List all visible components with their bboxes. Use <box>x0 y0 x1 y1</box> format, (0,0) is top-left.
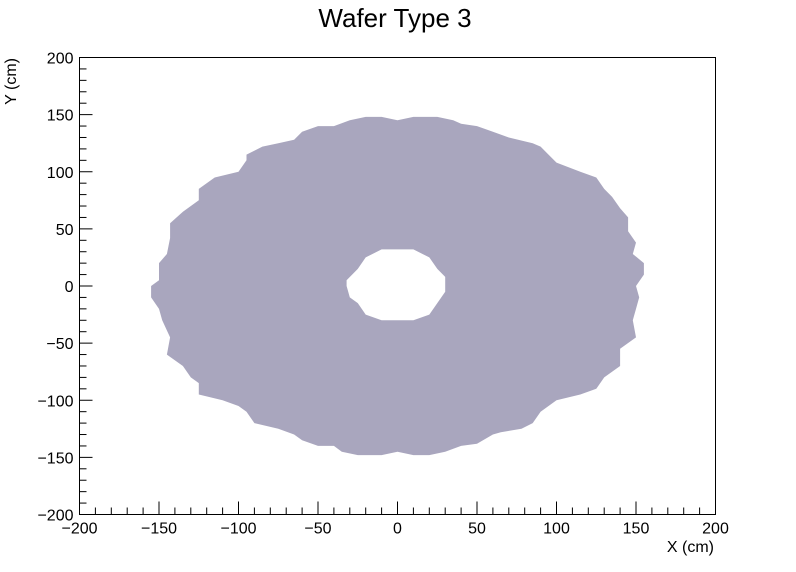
y-tick-label: 200 <box>47 51 74 68</box>
x-tick-label: 150 <box>623 521 650 538</box>
chart-title: Wafer Type 3 <box>318 3 471 33</box>
x-axis: −200 −150 −100 −50 0 50 100 150 200 <box>61 501 729 538</box>
y-axis: −200 −150 −100 −50 0 50 100 150 200 <box>37 51 93 525</box>
y-tick-label: 100 <box>47 165 74 182</box>
data-region <box>151 116 644 456</box>
x-tick-label: −50 <box>304 521 331 538</box>
y-axis-title: Y (cm) <box>3 58 20 105</box>
x-axis-title: X (cm) <box>667 539 714 556</box>
y-tick-label: 50 <box>56 222 74 239</box>
x-tick-label: −100 <box>220 521 256 538</box>
data-point-region <box>151 116 644 456</box>
x-tick-label: −200 <box>61 521 97 538</box>
y-tick-label: 150 <box>47 108 74 125</box>
x-tick-label: 0 <box>393 521 402 538</box>
x-tick-label: 100 <box>543 521 570 538</box>
y-tick-label: 0 <box>65 279 74 296</box>
plot-area <box>79 57 716 515</box>
x-tick-label: 200 <box>702 521 729 538</box>
x-tick-label: 50 <box>468 521 486 538</box>
y-tick-label: −50 <box>46 336 73 353</box>
y-tick-label: −200 <box>37 508 73 525</box>
y-tick-label: −100 <box>37 393 73 410</box>
y-tick-label: −150 <box>37 450 73 467</box>
x-tick-label: −150 <box>141 521 177 538</box>
